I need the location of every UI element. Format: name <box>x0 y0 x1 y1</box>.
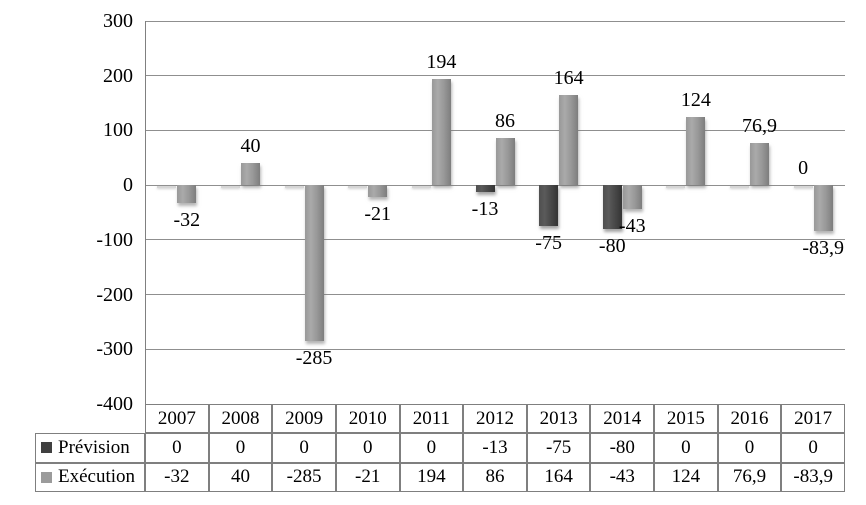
bar-execution-2017 <box>813 185 833 232</box>
gridline-100 <box>145 129 845 131</box>
year-header-2016: 2016 <box>717 404 782 434</box>
y-axis-line <box>145 21 146 404</box>
data-label-execution-2013: 164 <box>553 67 584 90</box>
cell-execution-2010: -21 <box>335 462 400 492</box>
gridline-0 <box>145 184 845 186</box>
data-label-prevision-2017: 0 <box>798 157 809 180</box>
bar-execution-2014 <box>622 185 642 209</box>
y-axis-label--400: -400 <box>96 393 133 415</box>
y-axis-label--200: -200 <box>96 283 133 306</box>
cell-execution-2017: -83,9 <box>781 462 845 492</box>
year-header-2012: 2012 <box>463 404 527 434</box>
y-axis-label-200: 200 <box>103 64 133 87</box>
zero-bar-prevision-2016 <box>730 185 750 189</box>
year-header-2015: 2015 <box>654 404 718 434</box>
data-label-execution-2009: -285 <box>295 347 333 370</box>
cell-prevision-2015: 0 <box>654 433 718 463</box>
year-header-2009: 2009 <box>272 404 336 434</box>
bar-prevision-2014 <box>602 185 622 229</box>
data-label-execution-2014: -43 <box>618 214 646 237</box>
cell-prevision-2017: 0 <box>781 433 845 463</box>
bar-prevision-2013 <box>539 185 559 227</box>
data-label-execution-2012: 86 <box>495 110 515 133</box>
zero-bar-prevision-2010 <box>348 185 368 189</box>
gridline-200 <box>145 75 845 77</box>
cell-execution-2012: 86 <box>463 462 527 492</box>
data-label-prevision-2013: -75 <box>535 232 562 255</box>
year-header-2013: 2013 <box>526 404 591 434</box>
bar-execution-2013 <box>559 95 579 186</box>
legend-cell-execution: Exécution <box>35 462 145 492</box>
legend-label-prevision: Prévision <box>58 436 130 458</box>
cell-prevision-2008: 0 <box>208 433 273 463</box>
y-axis-label-0: 0 <box>123 174 133 197</box>
bar-execution-2015 <box>686 117 706 186</box>
data-label-prevision-2014: -80 <box>598 234 626 257</box>
bar-execution-2012 <box>495 138 515 186</box>
y-axis-label--300: -300 <box>96 338 133 361</box>
cell-prevision-2010: 0 <box>335 433 400 463</box>
gridline--100 <box>145 239 845 241</box>
year-header-2011: 2011 <box>399 404 464 434</box>
gridline-300 <box>145 20 845 22</box>
cell-prevision-2016: 0 <box>717 433 782 463</box>
data-label-prevision-2012: -13 <box>471 198 499 221</box>
zero-bar-prevision-2008 <box>220 185 240 189</box>
year-header-2017: 2017 <box>781 404 845 434</box>
zero-bar-prevision-2015 <box>666 185 686 189</box>
legend-swatch-execution-icon <box>41 471 52 483</box>
data-label-execution-2010: -21 <box>364 202 392 225</box>
cell-prevision-2013: -75 <box>526 433 591 463</box>
gridline--200 <box>145 294 845 296</box>
cell-prevision-2012: -13 <box>463 433 527 463</box>
year-header-2007: 2007 <box>145 404 209 434</box>
bar-execution-2009 <box>304 185 324 342</box>
year-header-2008: 2008 <box>208 404 273 434</box>
zero-bar-prevision-2017 <box>793 185 813 189</box>
data-label-execution-2017: -83,9 <box>802 237 844 260</box>
cell-execution-2016: 76,9 <box>717 462 782 492</box>
bar-execution-2016 <box>750 143 770 186</box>
y-axis-label-100: 100 <box>103 119 133 142</box>
legend-swatch-prevision-icon <box>41 442 52 454</box>
bar-prevision-2012 <box>475 185 495 193</box>
bar-execution-2008 <box>240 163 260 186</box>
cell-prevision-2007: 0 <box>145 433 209 463</box>
data-label-execution-2016: 76,9 <box>742 115 778 138</box>
y-axis-label--100: -100 <box>96 228 133 251</box>
cell-prevision-2011: 0 <box>399 433 464 463</box>
cell-prevision-2009: 0 <box>272 433 336 463</box>
zero-bar-prevision-2007 <box>157 185 177 189</box>
year-header-2014: 2014 <box>590 404 655 434</box>
cell-execution-2009: -285 <box>272 462 336 492</box>
bar-execution-2011 <box>431 78 451 186</box>
bar-execution-2010 <box>368 185 388 197</box>
legend-cell-prevision: Prévision <box>35 433 145 463</box>
cell-prevision-2014: -80 <box>590 433 655 463</box>
cell-execution-2011: 194 <box>399 462 464 492</box>
year-header-2010: 2010 <box>335 404 400 434</box>
cell-execution-2014: -43 <box>590 462 655 492</box>
data-label-execution-2007: -32 <box>173 208 201 231</box>
cell-execution-2015: 124 <box>654 462 718 492</box>
zero-bar-prevision-2011 <box>411 185 431 189</box>
gridline--300 <box>145 348 845 350</box>
data-label-execution-2015: 124 <box>680 89 711 112</box>
data-label-execution-2011: 194 <box>426 50 457 73</box>
cell-execution-2008: 40 <box>208 462 273 492</box>
cell-execution-2007: -32 <box>145 462 209 492</box>
legend-label-execution: Exécution <box>58 466 136 488</box>
zero-bar-prevision-2009 <box>284 185 304 189</box>
y-axis-label-300: 300 <box>103 10 133 32</box>
bar-execution-2007 <box>177 185 197 203</box>
cell-execution-2013: 164 <box>526 462 591 492</box>
data-label-execution-2008: 40 <box>240 135 261 158</box>
